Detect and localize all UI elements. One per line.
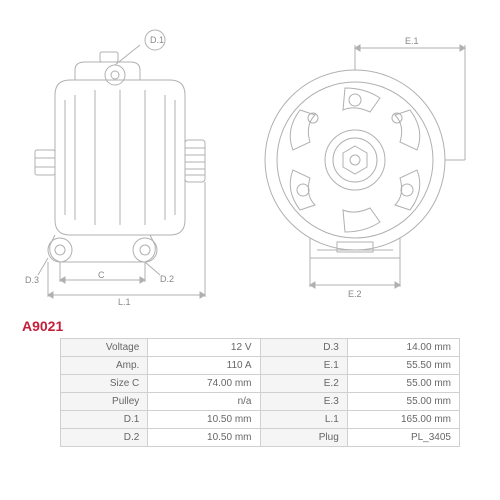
dim-label-d2: D.2 [160,274,174,284]
spec-label: E.2 [260,375,347,393]
dim-label-d3: D.3 [25,275,39,285]
dim-label-e1: E.1 [405,36,419,46]
dim-label-c: C [98,270,105,280]
part-number: A9021 [22,318,63,334]
spec-label: Voltage [61,339,148,357]
spec-label: Plug [260,429,347,447]
spec-value: 55.50 mm [347,357,459,375]
spec-label: Amp. [61,357,148,375]
spec-table: Voltage 12 V D.3 14.00 mm Amp. 110 A E.1… [60,338,460,447]
spec-label: D.1 [61,411,148,429]
spec-value: 74.00 mm [148,375,260,393]
spec-label: Pulley [61,393,148,411]
spec-value: 110 A [148,357,260,375]
spec-label: E.1 [260,357,347,375]
spec-value: 10.50 mm [148,411,260,429]
table-row: D.2 10.50 mm Plug PL_3405 [61,429,460,447]
spec-value: 55.00 mm [347,393,459,411]
spec-value: PL_3405 [347,429,459,447]
spec-value: n/a [148,393,260,411]
dim-label-l1: L.1 [118,297,131,307]
dim-label-e2: E.2 [348,289,362,299]
spec-label: D.3 [260,339,347,357]
spec-label: L.1 [260,411,347,429]
spec-value: 165.00 mm [347,411,459,429]
spec-label: D.2 [61,429,148,447]
spec-label: E.3 [260,393,347,411]
spec-value: 12 V [148,339,260,357]
table-row: D.1 10.50 mm L.1 165.00 mm [61,411,460,429]
spec-label: Size C [61,375,148,393]
table-row: Size C 74.00 mm E.2 55.00 mm [61,375,460,393]
dim-label-d1: D.1 [150,35,164,45]
table-row: Pulley n/a E.3 55.00 mm [61,393,460,411]
technical-diagram: D.1 D.2 D.3 C L.1 E.1 E.2 [0,0,500,310]
spec-value: 55.00 mm [347,375,459,393]
spec-value: 10.50 mm [148,429,260,447]
spec-value: 14.00 mm [347,339,459,357]
table-row: Amp. 110 A E.1 55.50 mm [61,357,460,375]
table-row: Voltage 12 V D.3 14.00 mm [61,339,460,357]
